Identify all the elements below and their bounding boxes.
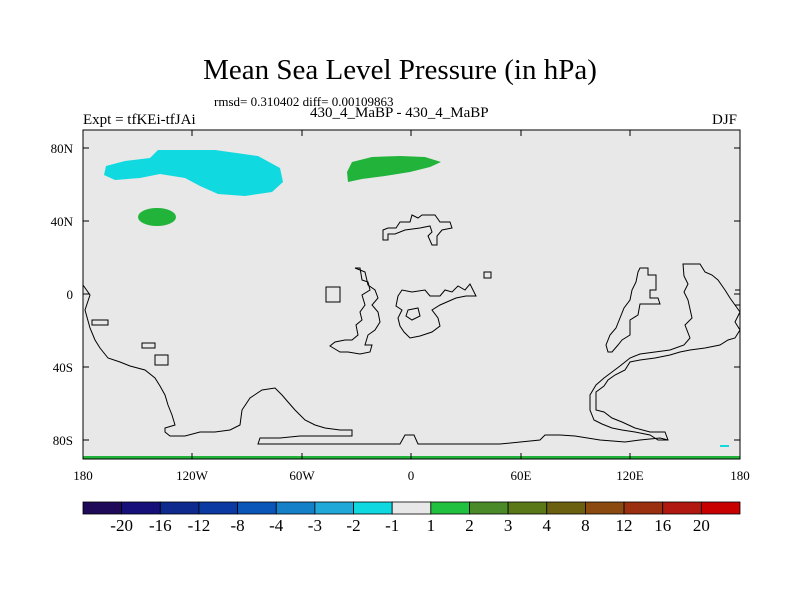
coastline-africa-like [395,283,477,339]
colorbar-label-3: -8 [230,516,245,535]
stats-label: rmsd= 0.310402 diff= 0.00109863 [214,94,394,109]
colorbar-label-5: -3 [307,516,322,535]
colorbar-label-2: -12 [187,516,211,535]
colorbar-box-16 [700,501,741,515]
x-tick-label-120e: 120E [616,468,644,483]
colorbar [82,501,741,515]
colorbar-box-13 [585,501,625,515]
coastline-asia-north [382,214,453,246]
coastline-small-island [483,271,492,279]
colorbar-box-11 [507,501,548,515]
colorbar-box-1 [121,501,161,515]
chart-title: Mean Sea Level Pressure (in hPa) [203,54,597,86]
colorbar-box-9 [430,501,470,515]
coastline-small-west-2 [141,342,156,349]
coastline-island-left [325,286,341,303]
colorbar-label-0: -20 [110,516,133,535]
coastline-west-1 [82,284,669,445]
colorbar-label-12: 8 [581,516,590,535]
coastline-east-2 [589,263,741,441]
x-tick-label-60e: 60E [510,468,532,483]
colorbar-label-4: -4 [269,516,284,535]
positive-anomaly-small-region [138,208,176,226]
season-label: DJF [712,112,738,128]
colorbar-box-10 [469,501,509,515]
y-tick-label-0: 0 [66,287,74,302]
coastlines [82,214,741,445]
x-tick-label-60w: 60W [289,468,315,483]
colorbar-label-6: -2 [346,516,361,535]
coastline-east-edge [735,289,740,306]
colorbar-box-4 [237,501,277,515]
coastline-central [329,267,381,355]
x-ticks [82,130,741,459]
colorbar-box-8 [391,501,432,515]
colorbar-label-9: 2 [465,516,474,535]
colorbar-label-14: 16 [654,516,672,535]
colorbar-box-6 [314,501,354,515]
colorbar-box-3 [198,501,238,515]
colorbar-box-12 [546,501,586,515]
colorbar-box-15 [662,501,702,515]
x-tick-label-0: 0 [407,468,415,483]
coastline-inner [405,307,421,321]
x-tick-label-180e: 180 [730,468,750,483]
colorbar-box-14 [623,501,664,515]
negative-anomaly-mark [720,445,729,447]
colorbar-label-11: 4 [542,516,552,535]
coastline-small-west-1 [91,319,109,326]
y-tick-label-80n: 80N [50,141,73,156]
y-tick-label-80s: 80S [52,433,73,448]
colorbar-box-7 [353,501,393,515]
colorbar-label-7: -1 [385,516,400,535]
y-tick-label-40n: 40N [50,214,73,229]
comparison-label: 430_4_MaBP - 430_4_MaBP [310,105,489,121]
colorbar-label-13: 12 [615,516,633,535]
colorbar-box-0 [82,501,123,515]
colorbar-label-10: 3 [503,516,513,535]
positive-anomaly-region [347,156,441,182]
y-tick-label-40s: 40S [52,360,73,375]
x-tick-label-180w: 180 [73,468,93,483]
map-background [83,130,740,459]
colorbar-label-15: 20 [692,516,710,535]
colorbar-label-1: -16 [148,516,172,535]
experiment-label: Expt = tfKEi-tfJAi [83,112,196,128]
coastline-small-west-3 [154,354,169,366]
colorbar-label-8: 1 [426,516,436,535]
coastline-east-1 [605,267,661,353]
y-ticks [83,147,740,441]
colorbar-box-5 [275,501,316,515]
negative-anomaly-region [104,150,283,196]
x-tick-label-120w: 120W [176,468,208,483]
colorbar-box-2 [159,501,200,515]
